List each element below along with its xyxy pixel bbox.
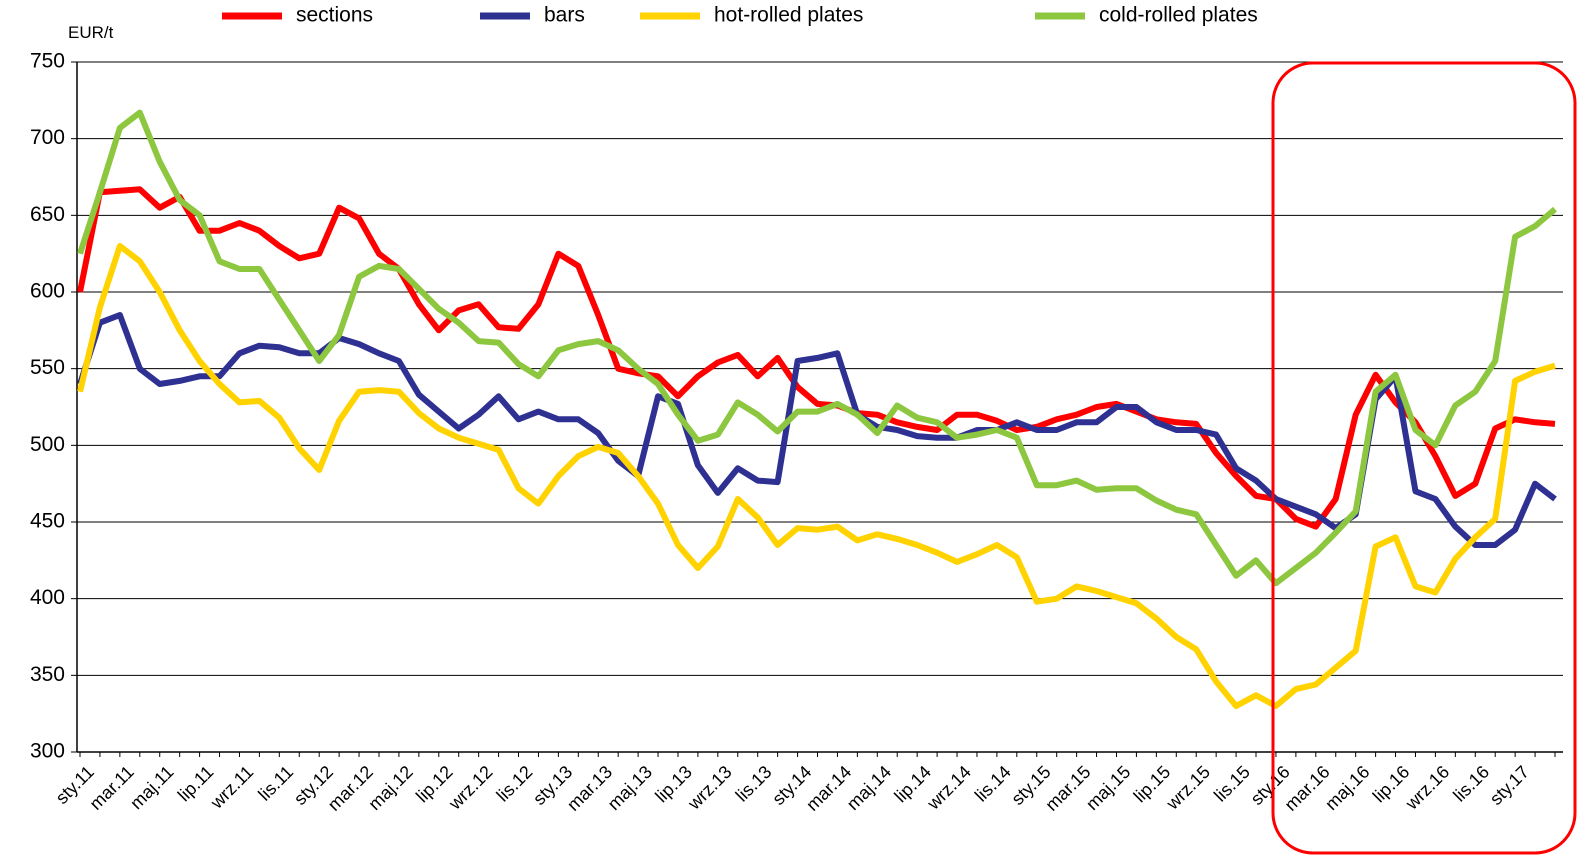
legend-label: sections [296, 4, 373, 27]
x-tick-label: wrz.14 [923, 762, 975, 814]
y-tick-label: 450 [30, 510, 65, 533]
x-tick-label: lis.16 [1449, 762, 1493, 806]
y-tick-label: 300 [30, 740, 65, 763]
y-tick-label: 600 [30, 280, 65, 303]
x-tick-label: mar.11 [86, 762, 138, 814]
y-tick-label: 650 [30, 203, 65, 226]
y-tick-label: 350 [30, 663, 65, 686]
y-tick-label: 700 [30, 126, 65, 149]
x-tick-label: lis.13 [732, 762, 776, 806]
x-tick-label: lis.14 [971, 762, 1015, 806]
y-tick-label: 550 [30, 356, 65, 379]
series-line [77, 312, 1557, 548]
x-tick-label: wrz.15 [1162, 762, 1214, 814]
x-tick-label: sty.17 [1486, 762, 1533, 809]
x-tick-label: lis.15 [1210, 762, 1254, 806]
x-tick-label: maj.14 [843, 762, 895, 814]
series-line [77, 243, 1556, 709]
legend-label: hot-rolled plates [714, 4, 863, 27]
x-tick-label: wrz.12 [444, 762, 496, 814]
series-line [77, 186, 1556, 530]
series-line [77, 109, 1557, 587]
highlight-box [1271, 61, 1577, 855]
x-tick-label: wrz.16 [1401, 762, 1453, 814]
x-tick-label: mar.15 [1041, 762, 1094, 815]
x-tick-label: wrz.13 [683, 762, 735, 814]
y-tick-label: 750 [30, 50, 65, 73]
x-tick-label: maj.12 [364, 762, 416, 814]
x-tick-label: maj.11 [126, 762, 177, 813]
y-tick-label: 500 [30, 433, 65, 456]
x-tick-label: wrz.11 [206, 762, 257, 813]
y-axis-label: EUR/t [68, 23, 114, 42]
legend-label: bars [544, 4, 585, 27]
x-tick-label: mar.13 [563, 762, 616, 815]
x-tick-label: maj.15 [1082, 762, 1134, 814]
x-tick-label: maj.13 [604, 762, 656, 814]
x-tick-label: mar.12 [324, 762, 377, 815]
legend-label: cold-rolled plates [1099, 4, 1258, 27]
x-tick-label: mar.16 [1281, 762, 1334, 815]
x-tick-label: mar.14 [802, 762, 855, 815]
x-tick-label: lis.12 [493, 762, 537, 806]
y-tick-label: 400 [30, 586, 65, 609]
x-tick-label: lis.11 [254, 762, 297, 805]
x-tick-label: maj.16 [1321, 762, 1373, 814]
